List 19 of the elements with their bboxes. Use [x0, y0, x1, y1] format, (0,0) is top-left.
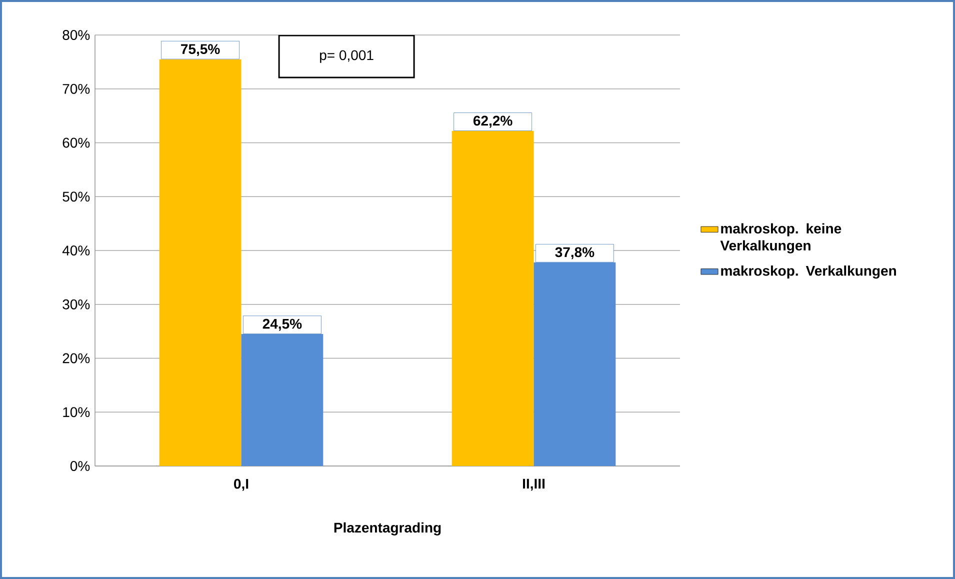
y-tick-label: 80% [62, 30, 90, 40]
legend-label: makroskop. keine Verkalkungen [720, 223, 842, 254]
y-tick-label: 60% [62, 138, 90, 148]
annotation: p= 0,001 [320, 50, 374, 63]
data-label: 75,5% [181, 44, 220, 56]
data-label: 62,2% [473, 116, 512, 128]
x-axis-title: Plazentagrading [334, 522, 441, 536]
x-tick-label: II,III [523, 478, 544, 491]
y-tick-label: 10% [63, 407, 90, 418]
legend-label: makroskop. Verkalkungen [721, 266, 896, 279]
y-tick-label: 0% [70, 461, 90, 471]
y-tick-label: 30% [62, 299, 90, 310]
x-tick-label: 0,I [234, 478, 248, 491]
y-tick-label: 20% [62, 353, 90, 364]
data-label: 37,8% [555, 247, 594, 260]
y-tick-label: 50% [62, 192, 90, 202]
data-label: 24,5% [262, 318, 302, 331]
y-tick-label: 40% [62, 246, 90, 256]
y-tick-label: 70% [62, 84, 90, 94]
